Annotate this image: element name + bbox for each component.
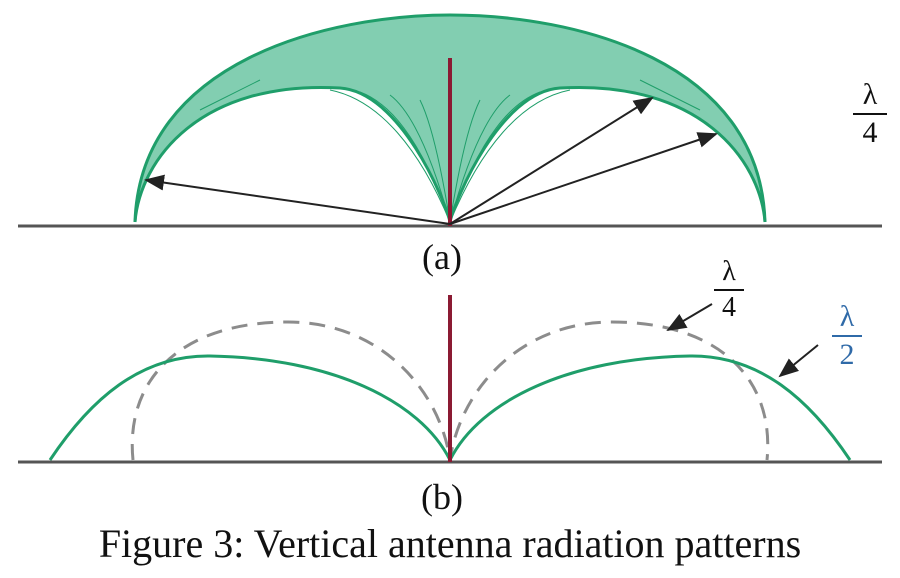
panel-a-arrow-left [144,174,451,225]
top-lambda-quarter-label: λ 4 [853,80,887,148]
panel-a-inner-right-lobe [448,85,767,223]
panel-b [18,295,882,464]
panel-a-arrow-lower-right [449,132,718,225]
panel-a-arrow-upper-right [449,96,654,225]
bottom-lambda-quarter-label: λ 4 [714,258,744,322]
panel-b-arrow-quarter [666,303,713,332]
panel-a-outer-lobe [133,13,767,223]
panel-b-label: (b) [421,477,463,517]
panel-a-label: (a) [422,237,462,277]
panel-b-half-wave-lobe-left [48,354,452,461]
panel-a-inner-left-lobe [133,85,452,223]
panel-b-half-wave-lobe-right [448,354,852,461]
bottom-lambda-half-label: λ 2 [832,302,862,370]
panel-a [18,13,882,228]
figure-caption: Figure 3: Vertical antenna radiation pat… [98,521,802,566]
panel-b-arrow-half [778,344,819,378]
